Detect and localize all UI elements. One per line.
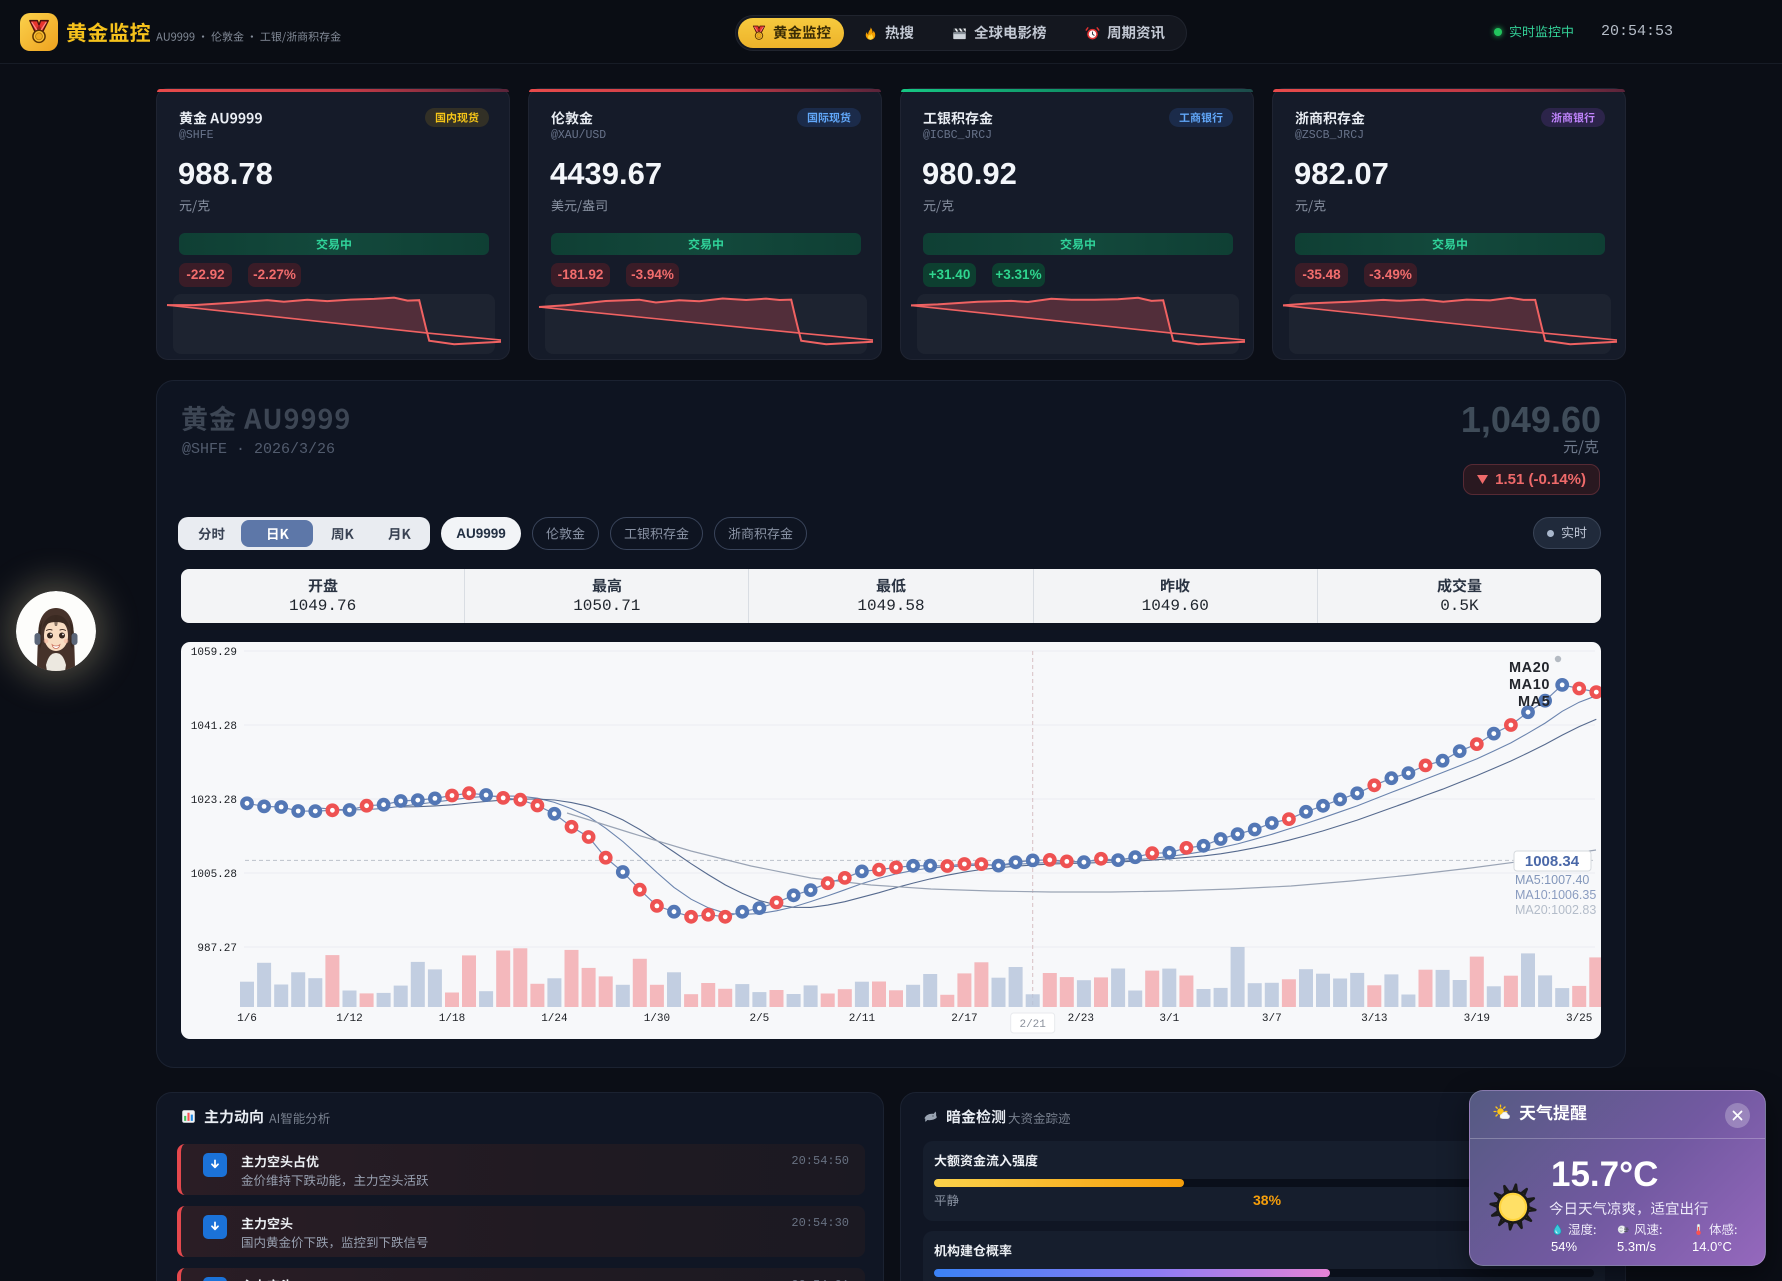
svg-text:3/25: 3/25 — [1566, 1013, 1592, 1025]
svg-text:1/24: 1/24 — [541, 1013, 568, 1025]
svg-text:987.27: 987.27 — [197, 943, 237, 955]
svg-text:MA5:1007.40: MA5:1007.40 — [1515, 873, 1589, 887]
svg-text:3/7: 3/7 — [1262, 1013, 1282, 1025]
svg-text:1/18: 1/18 — [439, 1013, 465, 1025]
svg-text:2/23: 2/23 — [1068, 1013, 1094, 1025]
svg-text:2/17: 2/17 — [951, 1013, 977, 1025]
svg-text:MA20: MA20 — [1509, 660, 1550, 676]
svg-text:3/1: 3/1 — [1159, 1013, 1179, 1025]
svg-text:1005.28: 1005.28 — [191, 869, 237, 881]
svg-text:1023.28: 1023.28 — [191, 795, 237, 807]
svg-text:1/12: 1/12 — [336, 1013, 362, 1025]
svg-text:MA5: MA5 — [1518, 694, 1550, 710]
svg-text:1/6: 1/6 — [237, 1013, 257, 1025]
svg-text:3/13: 3/13 — [1361, 1013, 1387, 1025]
svg-text:MA10:1006.35: MA10:1006.35 — [1515, 888, 1596, 902]
svg-text:1041.28: 1041.28 — [191, 721, 237, 733]
svg-text:1059.29: 1059.29 — [191, 647, 237, 659]
svg-text:2/21: 2/21 — [1019, 1019, 1046, 1031]
svg-text:2/11: 2/11 — [849, 1013, 876, 1025]
svg-text:1008.34: 1008.34 — [1525, 853, 1580, 870]
svg-text:3/19: 3/19 — [1464, 1013, 1490, 1025]
svg-text:1/30: 1/30 — [644, 1013, 670, 1025]
svg-text:MA20:1002.83: MA20:1002.83 — [1515, 903, 1596, 917]
svg-text:MA10: MA10 — [1509, 677, 1550, 693]
svg-text:2/5: 2/5 — [749, 1013, 769, 1025]
